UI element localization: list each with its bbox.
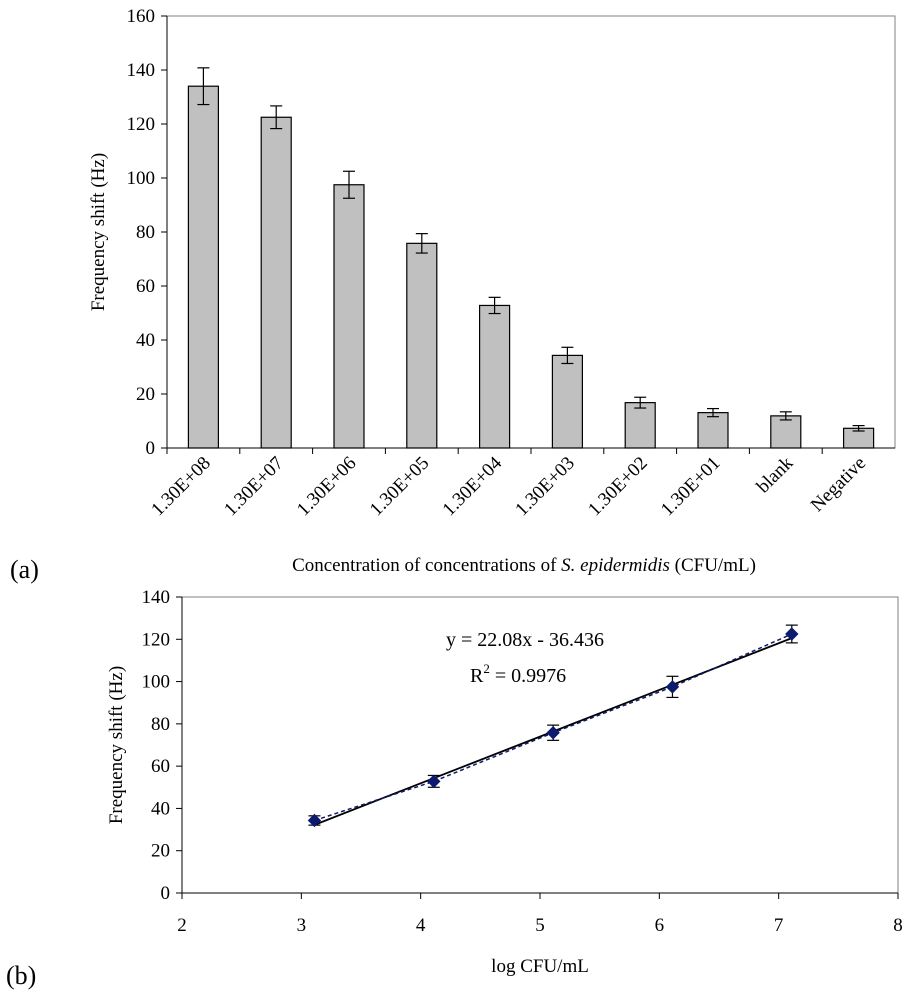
bar (479, 304, 511, 449)
scatter-x-tick-label: 6 (655, 915, 665, 936)
bar-category-label: 1.30E+01 (657, 453, 725, 521)
bar-y-tick-label: 0 (146, 438, 156, 459)
scatter-x-tick-label: 2 (177, 915, 187, 936)
bar-y-tick-label: 60 (136, 276, 155, 297)
scatter-y-tick-label: 20 (151, 841, 170, 862)
panel-label-b: (b) (6, 961, 36, 990)
panel-label-a: (a) (10, 555, 39, 584)
scatter-x-axis-label: log CFU/mL (491, 956, 589, 977)
scatter-x-tick-label: 8 (893, 915, 903, 936)
scatter-y-tick-label: 140 (142, 587, 171, 608)
bar-category-label: 1.30E+06 (293, 453, 361, 521)
scatter-x-tick-label: 4 (416, 915, 426, 936)
bar-y-tick-label: 20 (136, 384, 155, 405)
scatter-y-tick-label: 40 (151, 798, 170, 819)
bar-category-label: 1.30E+07 (220, 453, 288, 521)
scatter-y-tick-label: 80 (151, 714, 170, 735)
bar (624, 402, 656, 449)
r-squared-label: R2 = 0.9976 (470, 661, 566, 687)
bar-category-label: 1.30E+05 (366, 453, 434, 521)
scatter-x-tick-label: 3 (297, 915, 307, 936)
bar-y-tick-label: 40 (136, 330, 155, 351)
trendline-equation: y = 22.08x - 36.436 (446, 629, 604, 651)
scatter-y-tick-label: 100 (142, 672, 171, 693)
scatter-y-tick-label: 0 (161, 883, 171, 904)
bar (697, 412, 729, 449)
scatter-x-tick-label: 7 (774, 915, 784, 936)
bar-x-axis-label: Concentration of concentrations of S. ep… (292, 555, 756, 576)
bar (260, 116, 292, 449)
data-point-marker (665, 680, 680, 694)
bar (187, 85, 219, 449)
bar-y-tick-label: 140 (127, 60, 156, 81)
bar-category-label: 1.30E+02 (584, 453, 652, 521)
bar-y-tick-label: 120 (127, 114, 156, 135)
bar-y-tick-label: 80 (136, 222, 155, 243)
bar (551, 354, 584, 449)
bar (770, 415, 802, 449)
scatter-x-tick-label: 5 (535, 915, 545, 936)
bar (406, 242, 438, 449)
bar-y-tick-label: 100 (127, 168, 156, 189)
bar-category-label: 1.30E+08 (147, 453, 215, 521)
scatter-y-tick-label: 120 (142, 629, 171, 650)
bar-y-tick-label: 160 (127, 6, 156, 27)
scatter-plot-area (181, 596, 899, 894)
bar-y-axis-label: Frequency shift (Hz) (88, 153, 109, 311)
data-point-marker (307, 813, 322, 828)
data-point-marker (546, 726, 560, 740)
bar-category-label: blank (753, 452, 798, 497)
scatter-chart-panel: 0 20 40 60 80 100 120 140 2 3 4 5 6 7 8 y = 22.08x - … (6, 587, 903, 990)
scatter-y-tick-label: 60 (151, 756, 170, 777)
data-point-marker (785, 627, 799, 641)
bar (333, 184, 365, 449)
bar-category-label: 1.30E+03 (511, 453, 579, 521)
bar-category-label: Negative (807, 453, 870, 516)
bar-category-label: 1.30E+04 (439, 452, 507, 520)
scatter-y-axis-label: Frequency shift (Hz) (106, 666, 127, 824)
data-point-marker (427, 774, 441, 789)
